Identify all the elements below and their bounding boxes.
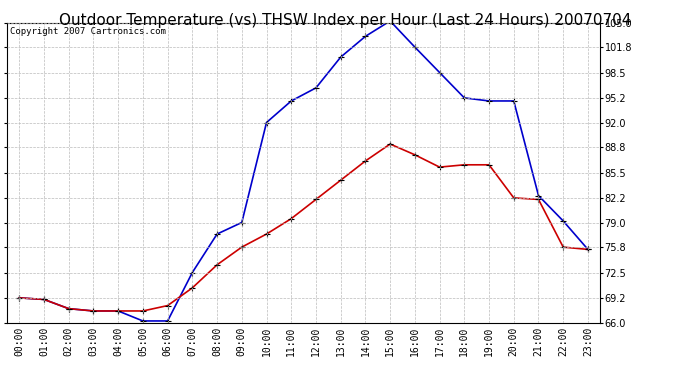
Text: Copyright 2007 Cartronics.com: Copyright 2007 Cartronics.com [10,27,166,36]
Text: Outdoor Temperature (vs) THSW Index per Hour (Last 24 Hours) 20070704: Outdoor Temperature (vs) THSW Index per … [59,13,631,28]
